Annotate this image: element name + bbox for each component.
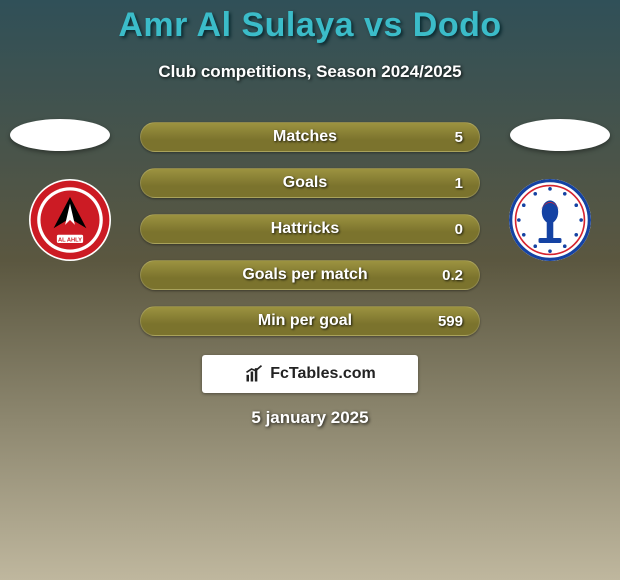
stat-label: Goals xyxy=(157,174,423,192)
stat-value: 1 xyxy=(423,175,463,192)
stat-row: Hattricks0 xyxy=(140,214,480,244)
fctables-text: FcTables.com xyxy=(270,365,376,383)
stat-value: 0.2 xyxy=(423,267,463,284)
svg-text:AL AHLY: AL AHLY xyxy=(58,237,82,243)
stat-value: 599 xyxy=(423,313,463,330)
page-title: Amr Al Sulaya vs Dodo xyxy=(0,6,620,45)
stat-label: Hattricks xyxy=(157,220,423,238)
stat-row: Goals per match0.2 xyxy=(140,260,480,290)
subtitle: Club competitions, Season 2024/2025 xyxy=(0,62,620,82)
stat-row: Goals1 xyxy=(140,168,480,198)
smouha-crest-icon xyxy=(509,179,591,261)
club-badge-left: AL AHLY xyxy=(22,178,118,262)
al-ahly-crest-icon: AL AHLY xyxy=(29,179,111,261)
fctables-badge[interactable]: FcTables.com xyxy=(202,355,418,393)
stat-label: Matches xyxy=(157,128,423,146)
stat-row: Matches5 xyxy=(140,122,480,152)
player-right-avatar xyxy=(510,119,610,151)
player-left-avatar xyxy=(10,119,110,151)
stat-label: Goals per match xyxy=(157,266,423,284)
stat-value: 5 xyxy=(423,129,463,146)
comparison-card: Amr Al Sulaya vs Dodo Club competitions,… xyxy=(0,0,620,580)
stat-value: 0 xyxy=(423,221,463,238)
date: 5 january 2025 xyxy=(0,408,620,428)
stat-row: Min per goal599 xyxy=(140,306,480,336)
stat-label: Min per goal xyxy=(157,312,423,330)
chart-icon xyxy=(244,364,264,384)
stat-rows: Matches5Goals1Hattricks0Goals per match0… xyxy=(140,122,480,352)
club-badge-right xyxy=(502,178,598,262)
